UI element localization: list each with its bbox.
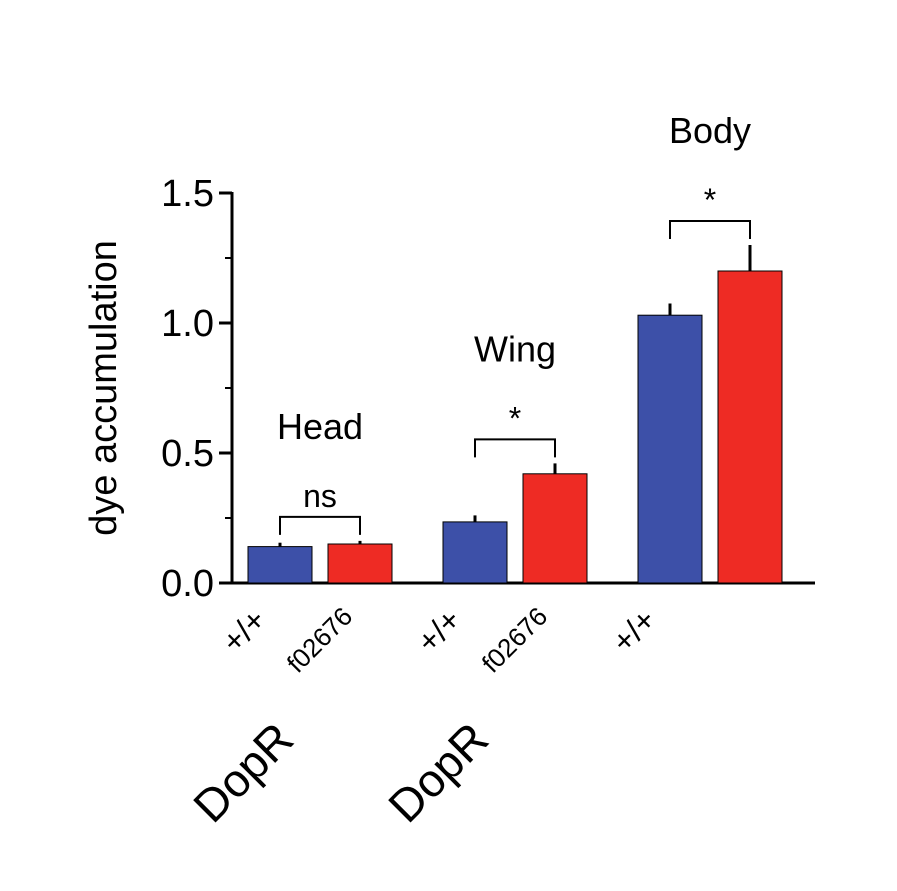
bar-head-mutant [327,543,393,584]
bar-body-wildtype [637,314,703,584]
y-axis-label: dye accumulation [83,240,125,536]
significance-label: * [509,400,521,436]
group-title: Body [669,110,751,151]
significance-label: * [704,182,716,218]
group-title: Wing [474,328,556,369]
y-tick-label: 1.0 [161,303,214,345]
category-label: +/+ [215,601,273,659]
y-tick-label: 0.5 [161,433,214,475]
significance-bracket [279,515,361,535]
gene-label: DopR [378,712,498,832]
category-label: +/+ [605,601,663,659]
significance-label: ns [303,478,337,514]
significance-bracket [669,220,751,239]
bar-wing-mutant [522,473,588,584]
bar-head-wildtype [247,546,313,584]
y-tick-label: 0.0 [161,563,214,605]
bar-body-mutant [717,270,783,584]
category-label: f02676 [281,601,358,678]
bar-wing-wildtype [442,521,508,584]
significance-bracket [474,438,556,458]
group-title: Head [277,406,363,447]
category-label: f02676 [476,601,553,678]
gene-label: DopR [183,712,303,832]
category-label: +/+ [410,601,468,659]
y-tick-label: 1.5 [161,173,214,215]
